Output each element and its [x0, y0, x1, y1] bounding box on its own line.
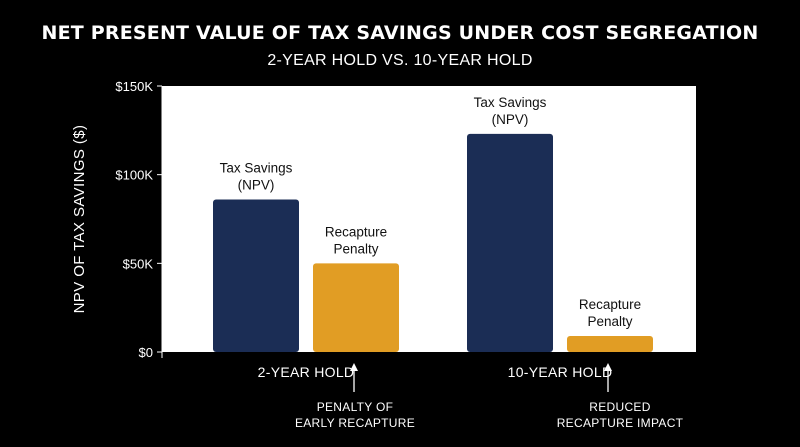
bar-recapture-penalty	[313, 263, 399, 352]
y-axis-title: NPV OF TAX SAVINGS ($)	[71, 125, 88, 314]
y-tick-label: $150K	[115, 79, 153, 94]
bar-data-label: (NPV)	[492, 112, 529, 127]
bar-data-label: (NPV)	[238, 177, 275, 192]
annotation-2-year: PENALTY OF EARLY RECAPTURE	[285, 399, 425, 431]
bar-tax-savings	[467, 133, 553, 352]
bar-tax-savings	[213, 199, 299, 352]
annotation-line: RECAPTURE IMPACT	[556, 416, 684, 430]
bar-data-label: Recapture	[579, 297, 641, 312]
annotation-line: PENALTY OF	[316, 400, 394, 414]
annotation-line: REDUCED	[589, 400, 651, 414]
annotation-arrowhead	[604, 363, 612, 371]
bar-data-label: Recapture	[325, 224, 387, 239]
bar-data-label: Tax Savings	[474, 95, 547, 110]
annotation-arrowhead	[350, 363, 358, 371]
chart-title: NET PRESENT VALUE OF TAX SAVINGS UNDER C…	[41, 22, 759, 44]
x-tick-label: 2-YEAR HOLD	[258, 364, 355, 380]
bar-data-label: Penalty	[333, 241, 378, 256]
y-tick-label: $50K	[123, 256, 154, 271]
bar-data-label: Penalty	[587, 314, 632, 329]
bar-data-label: Tax Savings	[220, 160, 293, 175]
annotation-10-year: REDUCED RECAPTURE IMPACT	[545, 399, 695, 431]
chart-subtitle: 2-YEAR HOLD VS. 10-YEAR HOLD	[267, 52, 533, 69]
y-tick-label: $0	[139, 345, 153, 360]
bar-recapture-penalty	[567, 336, 653, 352]
annotation-line: EARLY RECAPTURE	[294, 416, 416, 430]
x-tick-label: 10-YEAR HOLD	[508, 364, 613, 380]
y-tick-label: $100K	[115, 168, 153, 183]
